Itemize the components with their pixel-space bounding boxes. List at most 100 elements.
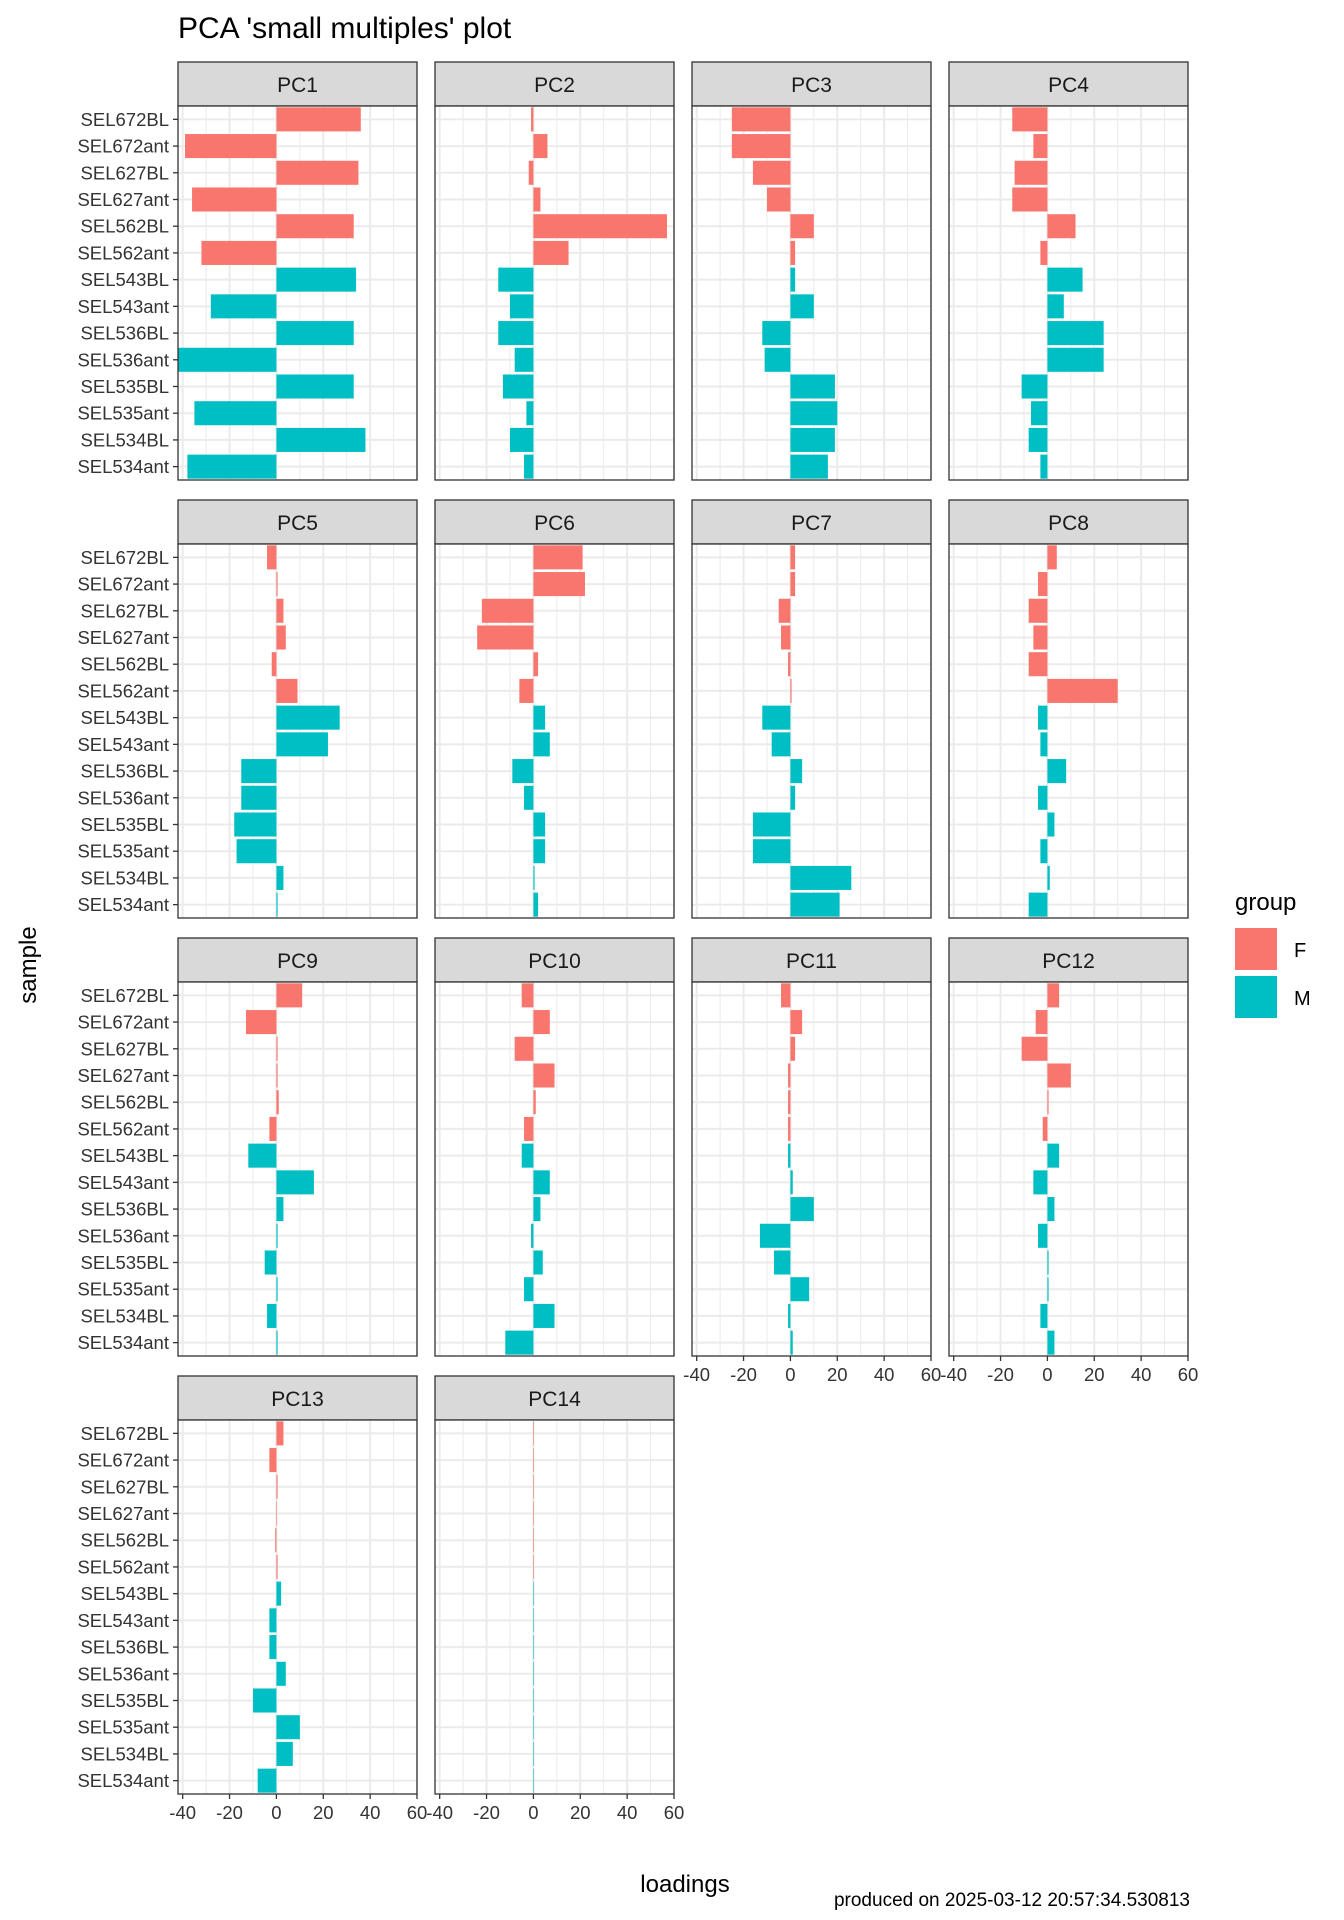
bar-sel534ant xyxy=(524,454,534,479)
y-tick-label: SEL536ant xyxy=(77,349,169,370)
y-tick-label: SEL562ant xyxy=(77,1118,169,1139)
bar-sel536ant xyxy=(1038,1223,1048,1248)
bar-sel627ant xyxy=(276,625,286,650)
y-tick-label: SEL562BL xyxy=(81,654,169,675)
bar-sel543bl xyxy=(533,705,546,730)
panel-border xyxy=(434,981,675,1357)
bar-sel543bl xyxy=(533,1581,535,1606)
y-tick-label: SEL672BL xyxy=(81,985,169,1006)
panel-strip-label: PC2 xyxy=(534,74,575,97)
y-tick-label: SEL535ant xyxy=(77,403,169,424)
bar-sel562bl xyxy=(1047,1090,1049,1115)
y-tick-label: SEL536BL xyxy=(81,1199,169,1220)
bar-sel543bl xyxy=(788,1143,791,1168)
bar-sel627ant xyxy=(276,1501,278,1526)
y-tick-label: SEL534ant xyxy=(77,894,169,915)
bar-sel627bl xyxy=(276,1036,278,1061)
bar-sel627ant xyxy=(276,1063,278,1088)
y-tick-label: SEL627BL xyxy=(81,600,169,621)
bar-sel536bl xyxy=(533,1635,535,1660)
panel-border xyxy=(691,543,932,919)
panel-background xyxy=(178,982,417,1356)
panel-background xyxy=(692,544,931,918)
legend-label-m: M xyxy=(1294,988,1311,1010)
panel-strip xyxy=(177,1375,418,1421)
bar-sel543ant xyxy=(790,1170,793,1195)
bar-sel562bl xyxy=(276,214,354,239)
x-tick-label: 60 xyxy=(1178,1364,1199,1385)
y-tick-label: SEL535BL xyxy=(81,1252,169,1273)
panel-strip-label: PC7 xyxy=(791,512,832,535)
bar-sel534bl xyxy=(1028,427,1048,452)
bar-sel562bl xyxy=(533,214,667,239)
x-tick-label: 40 xyxy=(617,1802,638,1823)
bar-sel534ant xyxy=(257,1768,277,1793)
panel-strip-label: PC11 xyxy=(786,950,837,973)
bar-sel535ant xyxy=(533,839,546,864)
bar-sel535ant xyxy=(790,401,838,426)
bar-sel562bl xyxy=(788,1090,791,1115)
bar-sel534ant xyxy=(1040,454,1048,479)
x-tick-label: -20 xyxy=(473,1802,500,1823)
y-tick-label: SEL672BL xyxy=(81,547,169,568)
panel-border xyxy=(434,105,675,481)
legend-title: group xyxy=(1235,889,1296,916)
y-tick-label: SEL672ant xyxy=(77,574,169,595)
bar-sel536ant xyxy=(531,1223,534,1248)
x-tick-label: 60 xyxy=(407,1802,428,1823)
bar-sel627bl xyxy=(276,1474,278,1499)
bar-sel562ant xyxy=(201,240,277,265)
bar-sel562ant xyxy=(1042,1116,1048,1141)
panel-strip-label: PC8 xyxy=(1048,512,1089,535)
x-tick-label: 0 xyxy=(785,1364,795,1385)
bar-sel536bl xyxy=(790,1197,814,1222)
bar-sel562bl xyxy=(271,652,277,677)
panel-strip xyxy=(948,61,1189,107)
panel-border xyxy=(434,1419,675,1795)
bar-sel535ant xyxy=(752,839,791,864)
bar-sel672bl xyxy=(533,1421,535,1446)
bar-sel562ant xyxy=(790,678,792,703)
bar-sel562bl xyxy=(275,1528,277,1553)
bar-sel536ant xyxy=(1038,785,1048,810)
bar-sel536ant xyxy=(514,347,534,372)
bar-sel534bl xyxy=(790,865,852,890)
y-tick-label: SEL535BL xyxy=(81,376,169,397)
panel-strip-label: PC14 xyxy=(528,1388,581,1411)
bar-sel536ant xyxy=(241,785,277,810)
bar-sel562bl xyxy=(276,1090,279,1115)
y-tick-label: SEL534BL xyxy=(81,429,169,450)
x-tick-label: -40 xyxy=(169,1802,196,1823)
y-tick-label: SEL543ant xyxy=(77,1610,169,1631)
bar-sel672ant xyxy=(533,134,548,159)
y-tick-label: SEL534BL xyxy=(81,867,169,888)
panel-strip xyxy=(691,499,932,545)
bar-sel535bl xyxy=(752,812,791,837)
legend-label-f: F xyxy=(1294,940,1306,962)
bar-sel535bl xyxy=(276,374,354,399)
panel-border xyxy=(177,543,418,919)
bar-sel562ant xyxy=(276,678,298,703)
panel-background xyxy=(692,982,931,1356)
panel-background xyxy=(949,982,1188,1356)
panel-strip-label: PC4 xyxy=(1048,74,1089,97)
bar-sel534bl xyxy=(533,1741,535,1766)
bar-sel535bl xyxy=(502,374,534,399)
bar-sel672bl xyxy=(781,983,791,1008)
x-tick-label: 20 xyxy=(1084,1364,1105,1385)
y-tick-label: SEL534ant xyxy=(77,1332,169,1353)
panel-pc11: PC11 -40 -20 0 20 40 60 xyxy=(683,937,941,1385)
bar-sel543ant xyxy=(276,1170,314,1195)
bar-sel627bl xyxy=(533,1474,535,1499)
panel-border xyxy=(948,543,1189,919)
panel-border xyxy=(691,105,932,481)
bar-sel534bl xyxy=(276,427,366,452)
bar-sel534bl xyxy=(1040,1303,1048,1328)
bar-sel562ant xyxy=(788,1116,791,1141)
bar-sel536bl xyxy=(276,1197,284,1222)
bar-sel543ant xyxy=(533,1608,535,1633)
bar-sel562ant xyxy=(533,240,569,265)
y-tick-label: SEL562ant xyxy=(77,242,169,263)
y-tick-label: SEL536BL xyxy=(81,761,169,782)
